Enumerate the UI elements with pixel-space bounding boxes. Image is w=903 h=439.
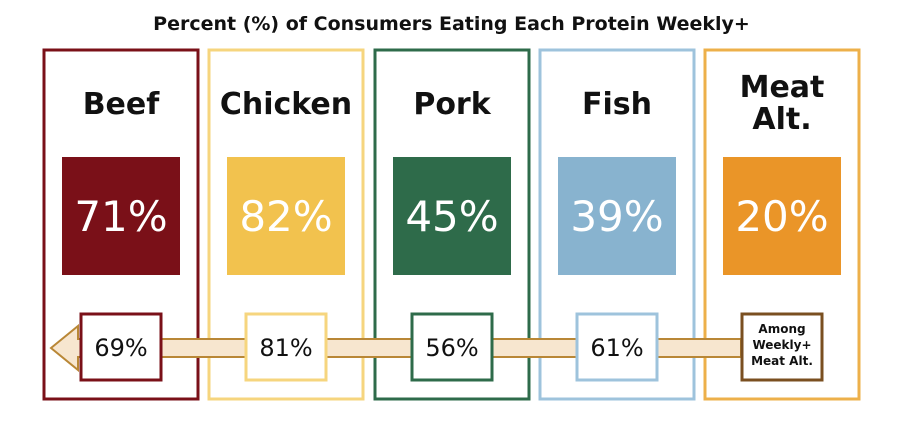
value-square-2	[393, 157, 511, 275]
among-note-line-2: Meat Alt.	[751, 354, 813, 368]
value-label-3: 39%	[570, 192, 663, 241]
among-value-label-2: 56%	[425, 334, 478, 362]
category-label-3: Fish	[582, 87, 652, 122]
among-note-box	[740, 312, 824, 382]
among-box-0	[79, 312, 163, 382]
among-note-line-1: Weekly+	[752, 338, 811, 352]
category-label-2: Pork	[413, 87, 491, 122]
among-box-2	[410, 312, 494, 382]
among-value-label-0: 69%	[94, 334, 147, 362]
chart-title: Percent (%) of Consumers Eating Each Pro…	[153, 13, 750, 35]
among-note-line-0: Among	[758, 322, 805, 336]
value-label-1: 82%	[239, 192, 332, 241]
among-value-label-3: 61%	[590, 334, 643, 362]
among-box-1	[244, 312, 328, 382]
value-square-1	[227, 157, 345, 275]
among-value-label-1: 81%	[259, 334, 312, 362]
category-label-4-1: Alt.	[752, 102, 811, 137]
category-label-0: Beef	[83, 87, 161, 122]
value-label-4: 20%	[735, 192, 828, 241]
value-square-4	[723, 157, 841, 275]
value-label-2: 45%	[405, 192, 498, 241]
value-square-3	[558, 157, 676, 275]
category-label-4-0: Meat	[740, 70, 825, 105]
among-box-3	[575, 312, 659, 382]
value-square-0	[62, 157, 180, 275]
category-label-1: Chicken	[220, 87, 352, 122]
value-label-0: 71%	[74, 192, 167, 241]
